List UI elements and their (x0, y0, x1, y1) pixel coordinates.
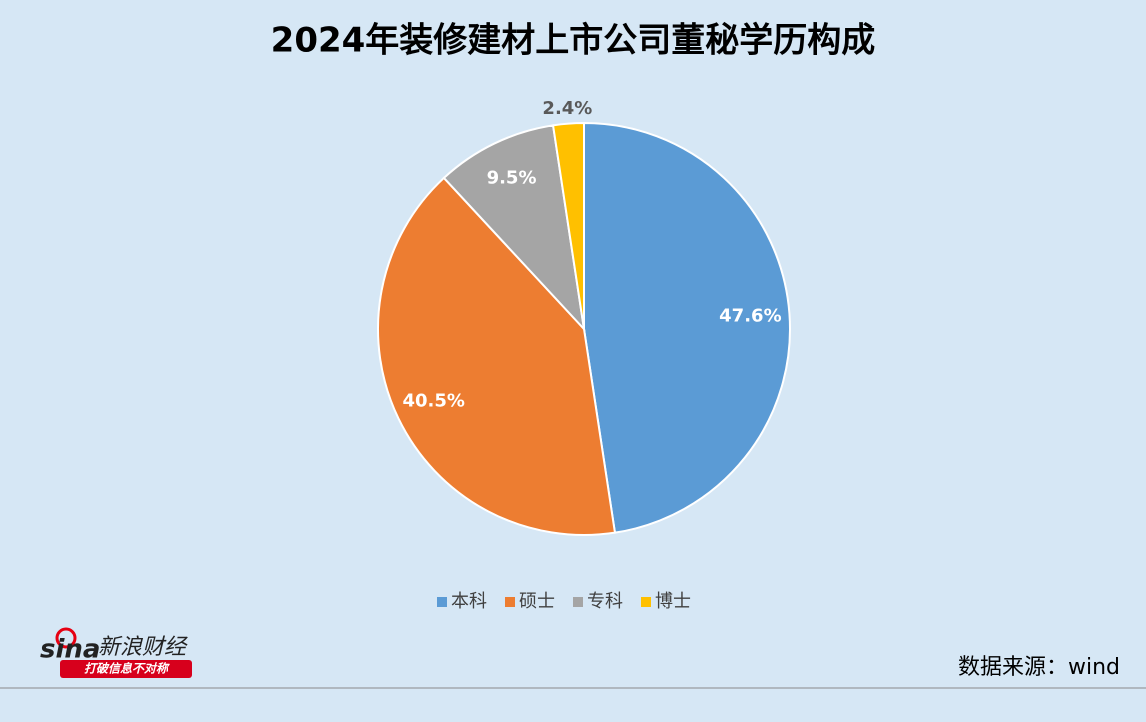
pie-slice (377, 176, 617, 536)
logo-eye (55, 627, 77, 649)
pie-slice (551, 121, 585, 330)
legend-swatch (505, 597, 515, 607)
legend-label: 专科 (587, 591, 623, 612)
logo-name: 新浪财经 (98, 635, 188, 660)
chart-title: 2024年装修建材上市公司董秘学历构成 (271, 21, 876, 61)
logo-brand: sina (40, 635, 100, 665)
data-label: 47.6% (719, 305, 781, 326)
legend-label: 本科 (451, 591, 487, 612)
logo-slogan: 打破信息不对称 (84, 662, 170, 676)
logo-banner (60, 660, 192, 678)
pie-slice (442, 124, 586, 333)
legend-swatch (641, 597, 651, 607)
source-note: 数据来源：wind (958, 655, 1120, 680)
data-label: 9.5% (487, 168, 537, 189)
logo: sina 新浪财经 打破信息不对称 (40, 627, 192, 678)
pie-slice (583, 121, 791, 534)
legend-swatch (437, 597, 447, 607)
data-label: 2.4% (542, 98, 592, 119)
legend-label: 博士 (655, 591, 691, 612)
data-label: 40.5% (402, 390, 464, 411)
legend-label: 硕士 (519, 591, 555, 612)
legend-swatch (573, 597, 583, 607)
